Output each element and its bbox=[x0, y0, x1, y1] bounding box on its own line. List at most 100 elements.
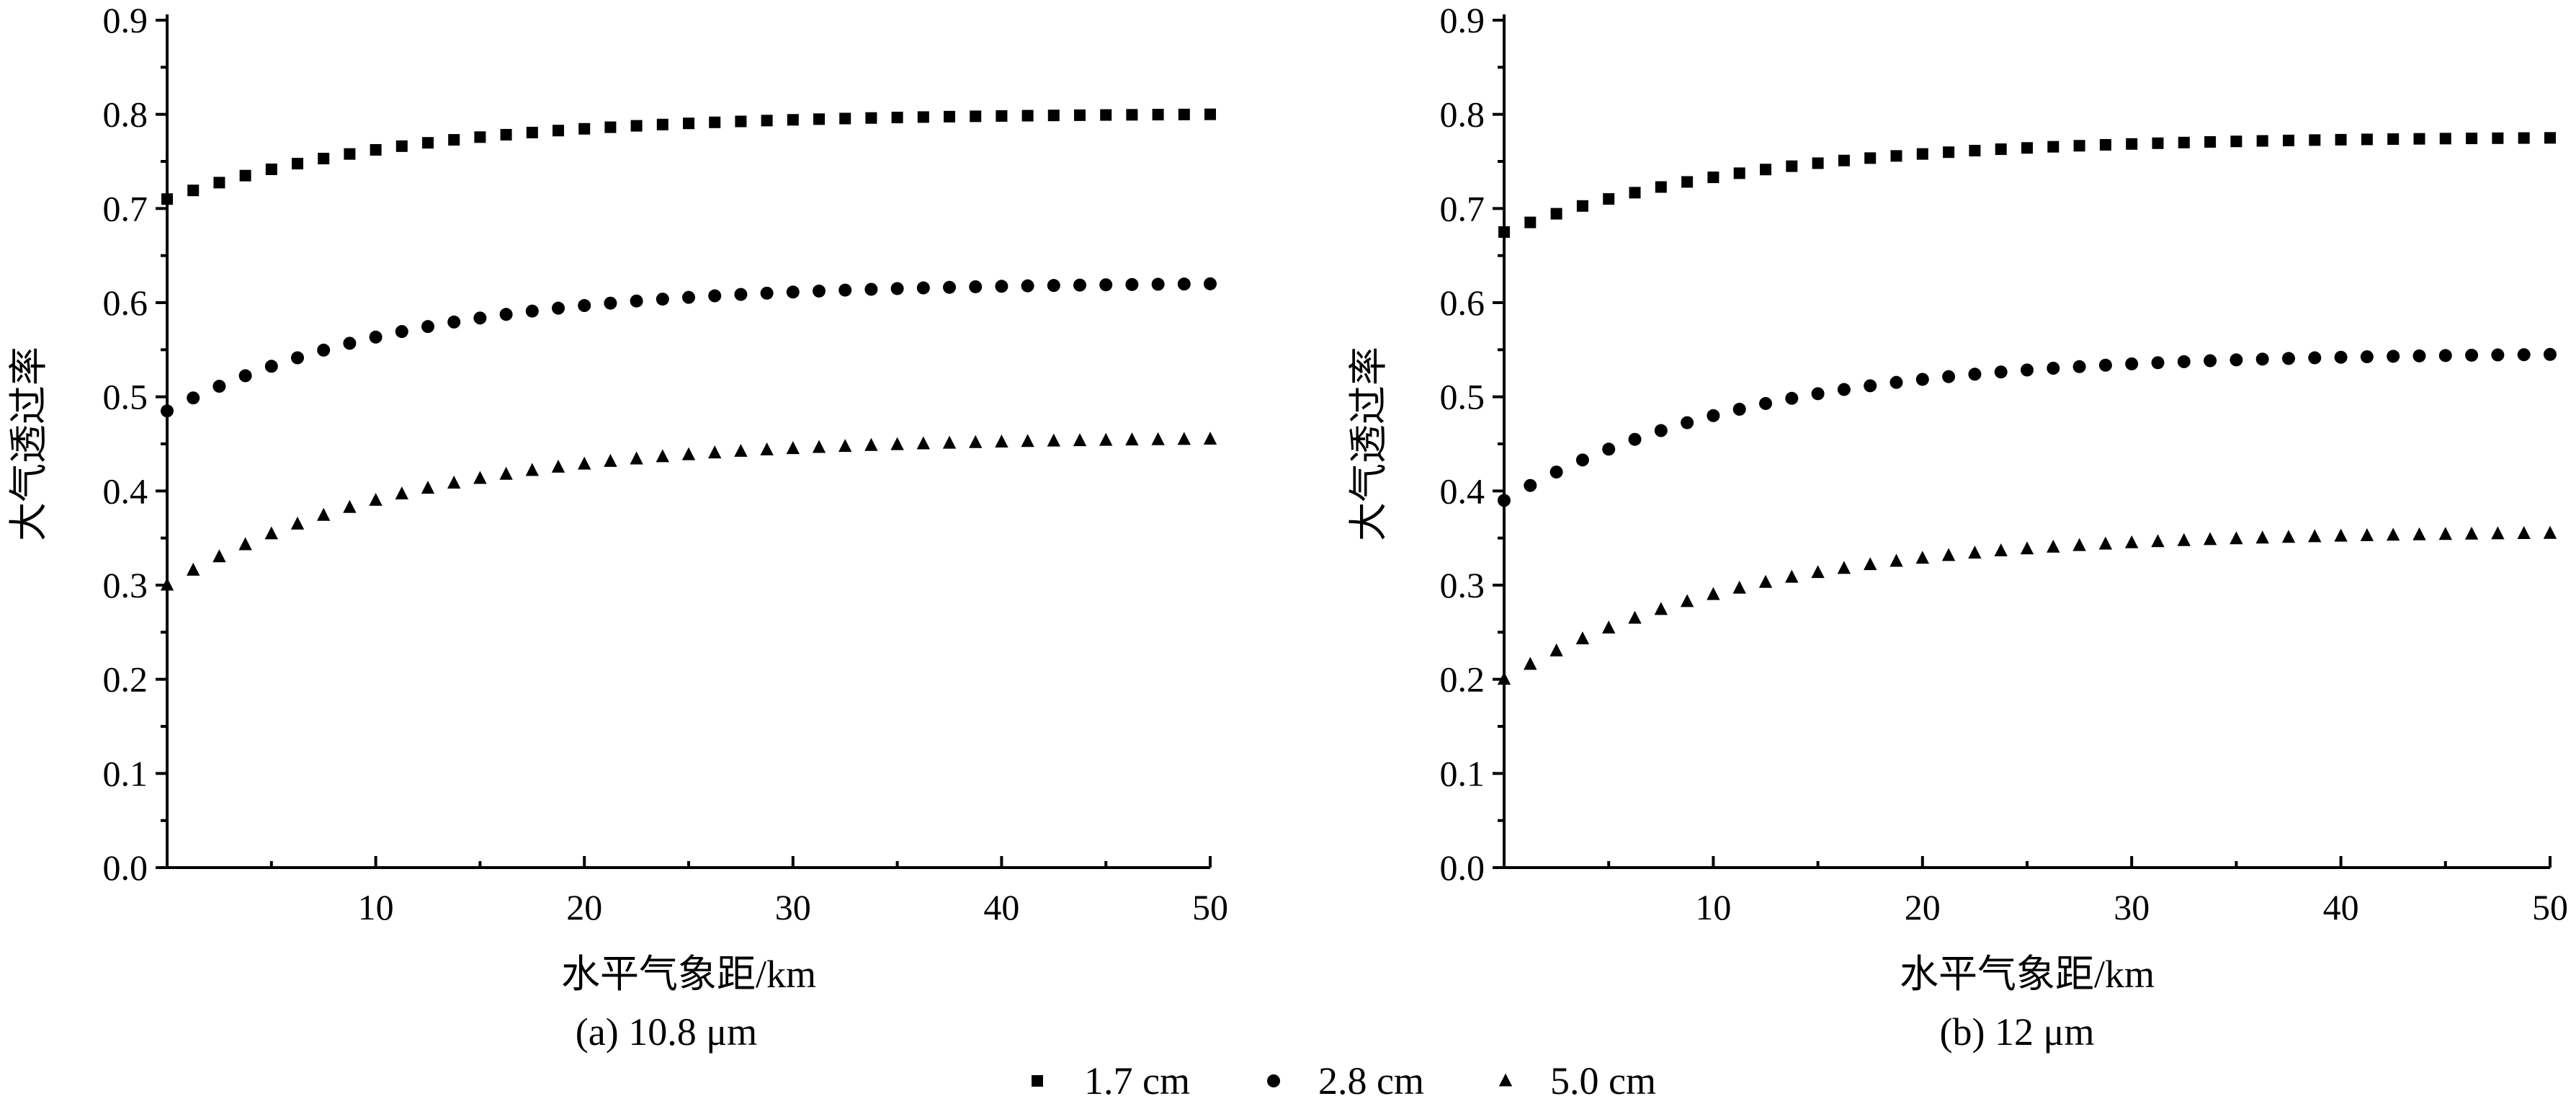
data-point bbox=[2387, 527, 2400, 541]
data-point bbox=[2438, 349, 2452, 362]
data-point bbox=[1524, 478, 1537, 492]
data-point bbox=[161, 404, 174, 418]
data-point bbox=[735, 115, 747, 128]
data-point bbox=[630, 294, 643, 308]
data-point bbox=[2281, 530, 2296, 543]
data-point bbox=[2464, 526, 2479, 540]
data-point bbox=[1151, 277, 1165, 291]
data-point bbox=[370, 143, 382, 156]
data-point bbox=[1681, 176, 1694, 188]
data-point bbox=[2544, 132, 2556, 144]
x-tick-label: 30 bbox=[775, 887, 811, 927]
data-point bbox=[2544, 347, 2557, 361]
data-point bbox=[630, 120, 643, 132]
data-point bbox=[2203, 532, 2217, 545]
data-point bbox=[551, 459, 565, 473]
x-tick-label: 30 bbox=[2114, 887, 2150, 927]
data-point bbox=[1707, 587, 1720, 600]
data-point bbox=[1654, 602, 1668, 615]
data-point bbox=[1943, 146, 1955, 159]
data-point bbox=[813, 284, 826, 298]
data-point bbox=[238, 369, 252, 383]
series-1.7-cm bbox=[1498, 132, 2556, 238]
data-point bbox=[1654, 424, 1668, 437]
data-point bbox=[890, 282, 904, 295]
data-point bbox=[2517, 526, 2531, 540]
data-point bbox=[604, 296, 617, 310]
data-point bbox=[318, 153, 330, 165]
data-point bbox=[1047, 433, 1060, 447]
data-point bbox=[2543, 525, 2557, 539]
data-point bbox=[1811, 387, 1825, 401]
data-point bbox=[812, 440, 826, 453]
data-point bbox=[917, 111, 929, 123]
data-point bbox=[1864, 557, 1877, 571]
data-point bbox=[2126, 138, 2138, 150]
data-point bbox=[683, 117, 694, 130]
data-point bbox=[1628, 432, 1642, 446]
data-point bbox=[578, 299, 591, 313]
data-point bbox=[2465, 348, 2479, 362]
data-point bbox=[2073, 140, 2085, 152]
data-point bbox=[2309, 134, 2321, 146]
data-point bbox=[1602, 620, 1616, 634]
data-point bbox=[1126, 109, 1138, 121]
data-point bbox=[264, 526, 278, 540]
legend-item: 1.7 cm bbox=[1032, 1059, 1190, 1103]
data-point bbox=[1707, 172, 1719, 184]
data-point bbox=[2177, 533, 2191, 546]
data-point bbox=[2466, 133, 2478, 145]
data-point bbox=[813, 113, 825, 125]
data-point bbox=[525, 463, 539, 476]
data-point bbox=[864, 437, 878, 451]
data-point bbox=[1915, 551, 1929, 564]
data-point bbox=[187, 391, 200, 405]
legend-item: 2.8 cm bbox=[1267, 1059, 1424, 1103]
data-point bbox=[317, 507, 331, 521]
data-point bbox=[2125, 357, 2139, 370]
data-point bbox=[760, 286, 774, 300]
data-point bbox=[786, 441, 800, 455]
data-point bbox=[1629, 187, 1641, 199]
data-point bbox=[2335, 133, 2347, 146]
x-tick-label: 50 bbox=[1192, 887, 1228, 927]
data-point bbox=[865, 112, 877, 124]
data-point bbox=[1889, 553, 1903, 567]
data-point bbox=[1524, 656, 1537, 670]
legend-label: 1.7 cm bbox=[1084, 1059, 1190, 1103]
data-point bbox=[838, 283, 852, 297]
data-point bbox=[317, 343, 331, 357]
data-point bbox=[369, 330, 383, 344]
data-point bbox=[630, 451, 643, 465]
data-point bbox=[969, 280, 983, 293]
data-point bbox=[2021, 363, 2034, 377]
data-point bbox=[160, 577, 174, 591]
legend-label: 5.0 cm bbox=[1550, 1059, 1656, 1103]
data-point bbox=[2255, 530, 2269, 544]
data-point bbox=[1655, 181, 1667, 193]
y-tick-label: 0.9 bbox=[103, 0, 148, 40]
data-point bbox=[864, 282, 878, 296]
data-point bbox=[1733, 167, 1745, 179]
y-tick-label: 0.0 bbox=[103, 847, 148, 888]
y-tick-label: 0.9 bbox=[1440, 0, 1485, 40]
x-tick-label: 20 bbox=[1905, 887, 1941, 927]
data-point bbox=[2361, 133, 2373, 146]
data-point bbox=[1021, 110, 1034, 122]
data-point bbox=[656, 118, 668, 130]
data-point bbox=[2021, 142, 2033, 154]
data-point bbox=[526, 126, 538, 138]
y-tick-label: 0.1 bbox=[103, 753, 148, 793]
data-point bbox=[2517, 348, 2531, 362]
data-point bbox=[1785, 569, 1799, 583]
data-point bbox=[421, 481, 435, 494]
data-point bbox=[1968, 545, 1982, 559]
data-point bbox=[1732, 402, 1746, 416]
data-point bbox=[1203, 432, 1217, 445]
data-point bbox=[1968, 368, 1982, 381]
data-point bbox=[448, 134, 460, 146]
data-point bbox=[1681, 416, 1694, 429]
data-point bbox=[1916, 148, 1928, 160]
legend-label: 2.8 cm bbox=[1318, 1059, 1424, 1103]
data-point bbox=[1994, 543, 2008, 557]
